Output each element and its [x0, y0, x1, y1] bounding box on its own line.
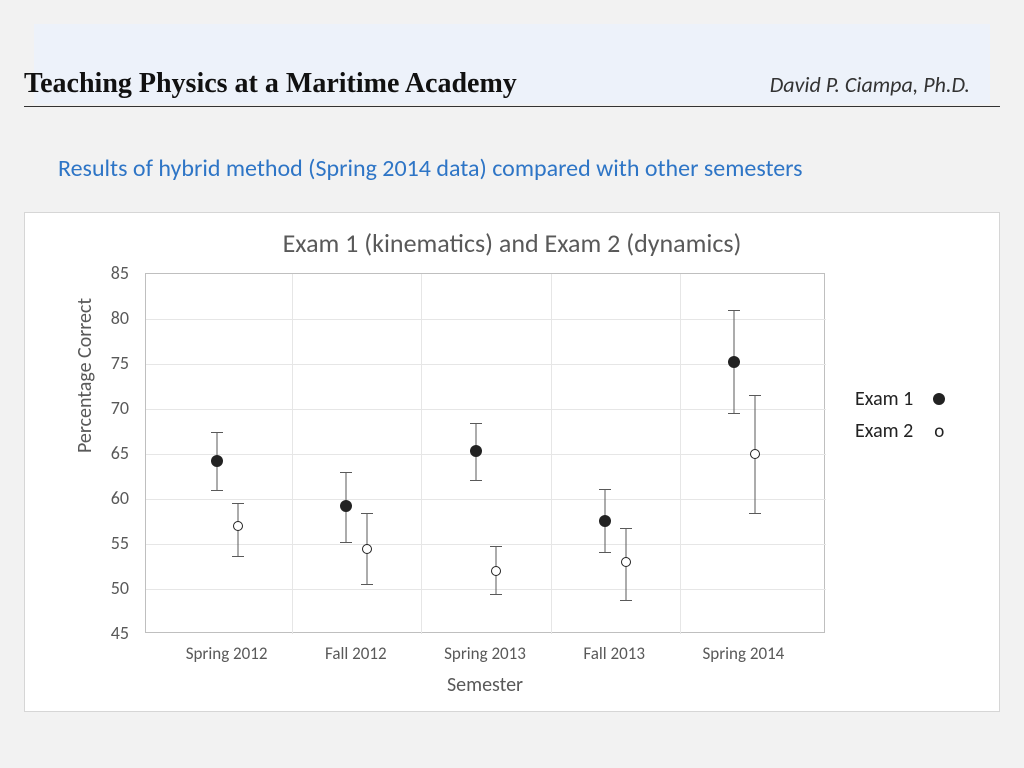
- legend-item-exam2: Exam 2 o: [855, 415, 949, 447]
- error-cap: [211, 432, 223, 433]
- gridline-y: [146, 409, 826, 410]
- gridline-x: [551, 274, 552, 634]
- error-cap: [728, 310, 740, 311]
- error-cap: [728, 413, 740, 414]
- gridline-y: [146, 319, 826, 320]
- point-open: [233, 521, 243, 531]
- subtitle: Results of hybrid method (Spring 2014 da…: [58, 154, 803, 183]
- gridline-y: [146, 364, 826, 365]
- xtick-label: Spring 2013: [444, 643, 526, 664]
- point-open: [362, 544, 372, 554]
- point-filled: [470, 445, 482, 457]
- error-cap: [599, 489, 611, 490]
- author-name: David P. Ciampa, Ph.D.: [770, 71, 1000, 98]
- x-axis-label: Semester: [145, 673, 825, 697]
- gridline-y: [146, 454, 826, 455]
- ytick-label: 75: [89, 352, 129, 374]
- point-filled: [599, 515, 611, 527]
- chart-frame: Exam 1 (kinematics) and Exam 2 (dynamics…: [24, 212, 1000, 712]
- title-row: Teaching Physics at a Maritime Academy D…: [24, 68, 1000, 107]
- legend: Exam 1 Exam 2 o: [855, 383, 949, 447]
- error-cap: [490, 546, 502, 547]
- point-filled: [211, 455, 223, 467]
- xtick-label: Fall 2012: [325, 643, 387, 664]
- plot-area: [145, 273, 825, 633]
- error-cap: [361, 513, 373, 514]
- error-cap: [749, 395, 761, 396]
- point-open: [491, 566, 501, 576]
- gridline-y: [146, 544, 826, 545]
- error-cap: [749, 513, 761, 514]
- point-open: [621, 557, 631, 567]
- gridline-y: [146, 589, 826, 590]
- gridline-y: [146, 499, 826, 500]
- ytick-label: 60: [89, 487, 129, 509]
- error-cap: [490, 594, 502, 595]
- ytick-label: 85: [89, 262, 129, 284]
- error-cap: [232, 503, 244, 504]
- ytick-label: 50: [89, 577, 129, 599]
- legend-item-exam1: Exam 1: [855, 383, 949, 415]
- page-title: Teaching Physics at a Maritime Academy: [24, 68, 517, 100]
- error-cap: [340, 542, 352, 543]
- ytick-label: 80: [89, 307, 129, 329]
- error-cap: [470, 480, 482, 481]
- error-cap: [361, 584, 373, 585]
- error-cap: [620, 528, 632, 529]
- ytick-label: 45: [89, 622, 129, 644]
- xtick-label: Fall 2013: [583, 643, 645, 664]
- ytick-label: 55: [89, 532, 129, 554]
- xtick-label: Spring 2012: [186, 643, 268, 664]
- gridline-x: [421, 274, 422, 634]
- error-cap: [599, 552, 611, 553]
- chart-title: Exam 1 (kinematics) and Exam 2 (dynamics…: [25, 227, 999, 259]
- point-filled: [340, 500, 352, 512]
- gridline-x: [680, 274, 681, 634]
- legend-label: Exam 2: [855, 419, 913, 443]
- point-filled: [728, 356, 740, 368]
- gridline-x: [292, 274, 293, 634]
- ytick-label: 65: [89, 442, 129, 464]
- xtick-label: Spring 2014: [702, 643, 784, 664]
- legend-label: Exam 1: [855, 387, 913, 411]
- open-circle-icon: o: [929, 420, 949, 443]
- point-open: [750, 449, 760, 459]
- ytick-label: 70: [89, 397, 129, 419]
- error-cap: [232, 556, 244, 557]
- error-cap: [620, 600, 632, 601]
- filled-circle-icon: [929, 387, 949, 411]
- error-cap: [340, 472, 352, 473]
- error-cap: [470, 423, 482, 424]
- error-cap: [211, 490, 223, 491]
